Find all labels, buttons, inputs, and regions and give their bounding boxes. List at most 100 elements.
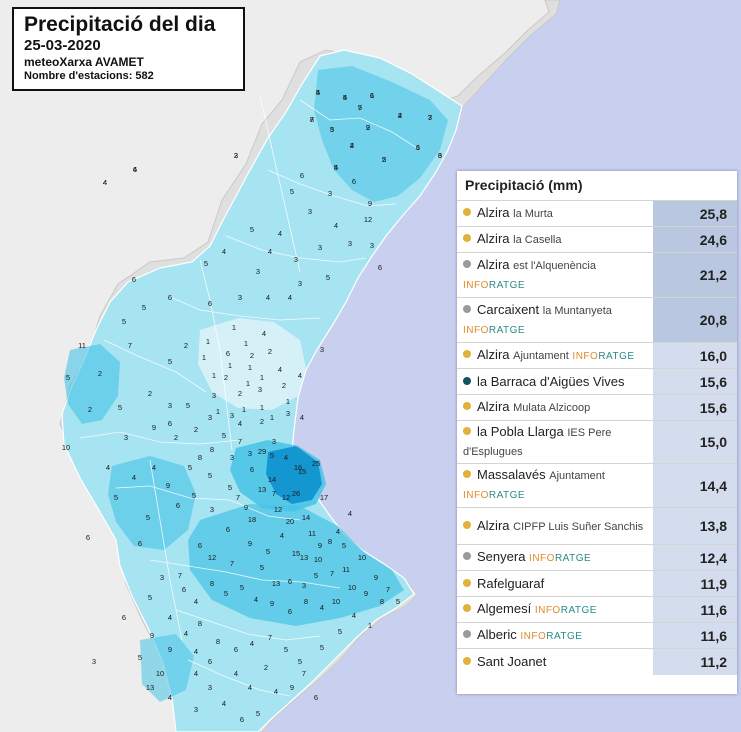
station-value-label: 1 xyxy=(216,407,220,416)
station-name-cell: la Pobla Llarga IES Pere d'Esplugues xyxy=(457,420,653,464)
station-value-label: 7 xyxy=(236,493,240,502)
source-tag: INFORATGE xyxy=(463,279,526,291)
station-value-label: 14 xyxy=(268,475,276,484)
inland-land xyxy=(0,0,549,732)
station-value-label: 6 xyxy=(288,607,292,616)
station-value-label: 3 xyxy=(308,207,312,216)
status-dot-icon xyxy=(463,470,471,478)
station-location: CIPFP Luis Suñer Sanchis xyxy=(513,520,644,533)
station-value-label: 4 xyxy=(343,93,347,102)
zone-high-southwest xyxy=(108,456,196,550)
station-value-label: 4 xyxy=(334,163,338,172)
station-name-cell: Massalavés Ajuntament INFORATGE xyxy=(457,463,653,508)
status-dot-icon xyxy=(463,234,471,242)
station-value-label: 6 xyxy=(288,577,292,586)
station-value-label: 9 xyxy=(150,631,154,640)
station-name-cell: Alzira la Casella xyxy=(457,226,653,253)
station-value-label: 16 xyxy=(294,463,302,472)
source-tag: INFORATGE xyxy=(534,604,597,616)
station-value-label: 1 xyxy=(260,403,264,412)
station-value-label: 9 xyxy=(168,645,172,654)
station-value-label: 5 xyxy=(114,493,118,502)
station-value-label: 8 xyxy=(216,637,220,646)
station-value-label: 7 xyxy=(178,571,182,580)
station-name: Alzira xyxy=(477,231,510,246)
station-value-label: 3 xyxy=(328,189,332,198)
station-value-label: 5 xyxy=(284,645,288,654)
station-value-label: 9 xyxy=(318,541,322,550)
station-location: IES Pere d'Esplugues xyxy=(463,427,612,458)
station-value-label: 1 xyxy=(202,353,206,362)
station-value-label: 4 xyxy=(266,293,270,302)
status-dot-icon xyxy=(463,259,471,268)
ranking-row: Alberic INFORATGE 11,6 xyxy=(457,622,737,649)
station-name: Senyera xyxy=(477,548,526,564)
network-name: meteoXarxa AVAMET xyxy=(24,55,144,69)
station-value-label: 4 xyxy=(194,647,198,656)
station-value-label: 5 xyxy=(122,317,126,326)
station-value-label: 3 xyxy=(294,255,298,264)
station-value-label: 4 xyxy=(254,595,258,604)
station-value-label: 6 xyxy=(198,541,202,550)
station-value-label: 4 xyxy=(262,329,266,338)
station-value-label: 6 xyxy=(250,465,254,474)
station-value-label: 6 xyxy=(138,539,142,548)
station-value-label: 7 xyxy=(302,669,306,678)
station-value-label: 1 xyxy=(368,621,372,630)
station-value-label: 6 xyxy=(176,501,180,510)
station-value-label: 4 xyxy=(350,141,354,150)
station-value-label: 2 xyxy=(234,151,238,160)
station-value-label: 3 xyxy=(92,657,96,666)
station-value-label: 6 xyxy=(300,171,304,180)
station-value-label: 29 xyxy=(258,447,266,456)
station-value-label: 7 xyxy=(310,115,314,124)
station-value-label: 10 xyxy=(332,597,340,606)
station-value-label: 5 xyxy=(338,627,342,636)
station-value-label: 4 xyxy=(168,693,172,702)
station-value-label: 5 xyxy=(228,483,232,492)
station-value-label: 3 xyxy=(248,449,252,458)
station-count: Nombre d'estacions: 582 xyxy=(24,70,154,82)
ranking-row: Alzira est l'Alquenència INFORATGE 21,2 xyxy=(457,252,737,298)
station-value-label: 4 xyxy=(194,597,198,606)
source-tag: INFORATGE xyxy=(572,350,635,362)
station-value-label: 4 xyxy=(106,463,110,472)
station-value-label: 14 xyxy=(302,513,310,522)
station-value-label: 3 xyxy=(230,453,234,462)
station-value-label: 3 xyxy=(160,573,164,582)
station-value-label: 2 xyxy=(382,155,386,164)
station-name-cell: Carcaixent la Muntanyeta INFORATGE xyxy=(457,297,653,343)
station-value-label: 5 xyxy=(186,401,190,410)
station-name: la Barraca d'Aigües Vives xyxy=(477,373,625,389)
station-name: la Pobla Llarga xyxy=(477,424,564,439)
station-value-label: 9 xyxy=(152,423,156,432)
station-value-label: 6 xyxy=(314,693,318,702)
station-value-label: 18 xyxy=(248,515,256,524)
precipitation-value: 11,2 xyxy=(653,648,737,675)
station-value-label: 25 xyxy=(312,459,320,468)
station-value-label: 5 xyxy=(396,597,400,606)
station-value-label: 4 xyxy=(348,509,352,518)
station-location: Ajuntament xyxy=(549,470,605,482)
station-value-label: 2 xyxy=(398,111,402,120)
station-value-label: 1 xyxy=(370,91,374,100)
ranking-row: Massalavés Ajuntament INFORATGE 14,4 xyxy=(457,463,737,508)
station-value-label: 7 xyxy=(128,341,132,350)
station-value-label: 6 xyxy=(378,263,382,272)
station-value-label: 3 xyxy=(194,705,198,714)
ranking-row: Rafelguaraf 11,9 xyxy=(457,570,737,597)
station-value-label: 1 xyxy=(244,339,248,348)
station-name-cell: Senyera INFORATGE xyxy=(457,544,653,571)
station-value-label: 10 xyxy=(314,555,322,564)
station-value-label: 4 xyxy=(278,365,282,374)
station-value-label: 10 xyxy=(348,583,356,592)
ranking-row: Alzira la Casella 24,6 xyxy=(457,226,737,253)
station-value-label: 3 xyxy=(320,345,324,354)
station-value-label: 4 xyxy=(103,178,107,187)
station-value-label: 4 xyxy=(248,683,252,692)
station-value-label: 5 xyxy=(142,303,146,312)
station-value-label: 9 xyxy=(366,123,370,132)
station-value-label: 4 xyxy=(194,669,198,678)
status-dot-icon xyxy=(463,427,471,435)
